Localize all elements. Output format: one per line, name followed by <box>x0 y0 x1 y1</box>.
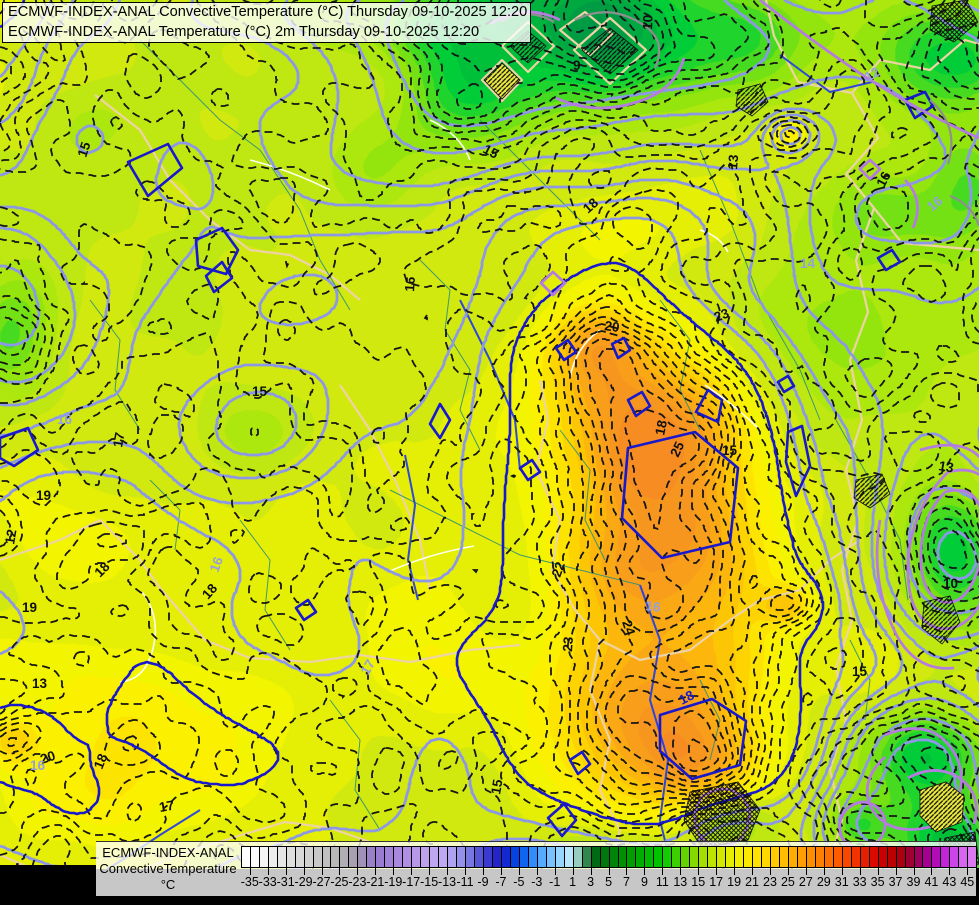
svg-text:10: 10 <box>640 15 656 31</box>
svg-text:14: 14 <box>800 256 816 271</box>
svg-text:15: 15 <box>252 384 268 399</box>
svg-text:24: 24 <box>619 618 638 637</box>
svg-text:13: 13 <box>937 458 955 475</box>
svg-text:18: 18 <box>676 687 697 708</box>
svg-text:20: 20 <box>604 318 621 335</box>
svg-text:13: 13 <box>32 676 48 691</box>
svg-text:12: 12 <box>862 64 883 85</box>
svg-text:16: 16 <box>207 554 226 574</box>
svg-text:15: 15 <box>75 140 94 159</box>
svg-text:18: 18 <box>652 418 670 436</box>
svg-text:18: 18 <box>91 751 111 771</box>
svg-text:23: 23 <box>712 305 732 324</box>
svg-text:19: 19 <box>22 600 37 615</box>
svg-text:10: 10 <box>943 576 958 591</box>
svg-text:17: 17 <box>110 431 127 448</box>
svg-text:20: 20 <box>38 748 57 767</box>
svg-text:15: 15 <box>852 664 868 679</box>
svg-text:13: 13 <box>725 154 741 171</box>
svg-text:23: 23 <box>560 636 576 653</box>
svg-text:12: 12 <box>2 528 19 545</box>
svg-text:16: 16 <box>873 169 894 190</box>
svg-text:15: 15 <box>488 778 505 796</box>
svg-text:9: 9 <box>573 58 581 73</box>
svg-text:15: 15 <box>722 443 738 458</box>
svg-text:22: 22 <box>549 560 568 579</box>
svg-text:15: 15 <box>481 141 502 162</box>
svg-text:25: 25 <box>667 439 687 460</box>
svg-text:19: 19 <box>36 488 51 503</box>
svg-text:16: 16 <box>402 276 418 293</box>
svg-text:17: 17 <box>158 798 175 815</box>
svg-text:16: 16 <box>57 412 73 427</box>
svg-text:16: 16 <box>30 758 46 773</box>
svg-text:16: 16 <box>645 598 662 615</box>
svg-text:17: 17 <box>358 657 379 678</box>
